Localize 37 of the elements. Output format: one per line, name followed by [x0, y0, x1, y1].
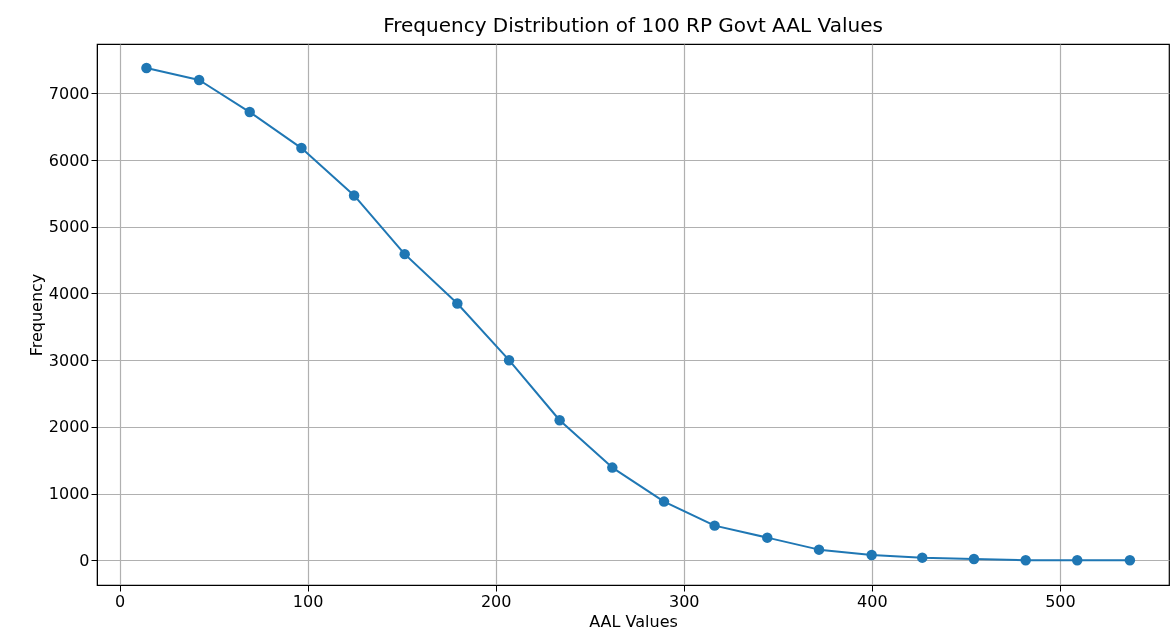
x-tick-label: 500 — [1045, 591, 1076, 611]
y-tick-label: 4000 — [48, 283, 90, 303]
point — [399, 248, 410, 260]
point — [452, 298, 463, 309]
point — [348, 190, 360, 201]
point — [607, 462, 618, 473]
point — [762, 532, 773, 543]
y-tick-label: 5000 — [48, 217, 90, 237]
point — [709, 520, 720, 531]
point — [1071, 555, 1083, 566]
y-tick-label: 3000 — [48, 350, 90, 370]
point — [296, 142, 307, 154]
x-axis-title: AAL Values — [589, 611, 678, 631]
point — [503, 354, 515, 366]
point — [658, 496, 670, 507]
point — [866, 549, 877, 561]
point — [244, 106, 255, 118]
point — [141, 62, 152, 74]
y-tick-label: 1000 — [48, 484, 90, 504]
x-tick-label: 200 — [480, 591, 512, 611]
point — [1124, 555, 1136, 566]
point — [1020, 555, 1031, 566]
y-tick-label: 7000 — [48, 83, 90, 103]
x-tick-label: 0 — [114, 591, 126, 611]
point — [917, 552, 928, 563]
y-axis-title: Frequency — [26, 273, 46, 357]
y-tick-label: 6000 — [48, 150, 90, 170]
point — [554, 415, 565, 426]
x-tick-label: 300 — [669, 591, 700, 611]
chart-title: Frequency Distribution of 100 RP Govt AAL Values — [383, 13, 883, 37]
x-tick-label: 400 — [857, 591, 888, 611]
y-tick-label: 2000 — [48, 417, 90, 437]
y-tick-label: 0 — [79, 550, 90, 570]
point — [813, 544, 825, 555]
point — [968, 553, 980, 565]
x-tick-label: 100 — [292, 591, 324, 611]
point — [193, 74, 205, 86]
